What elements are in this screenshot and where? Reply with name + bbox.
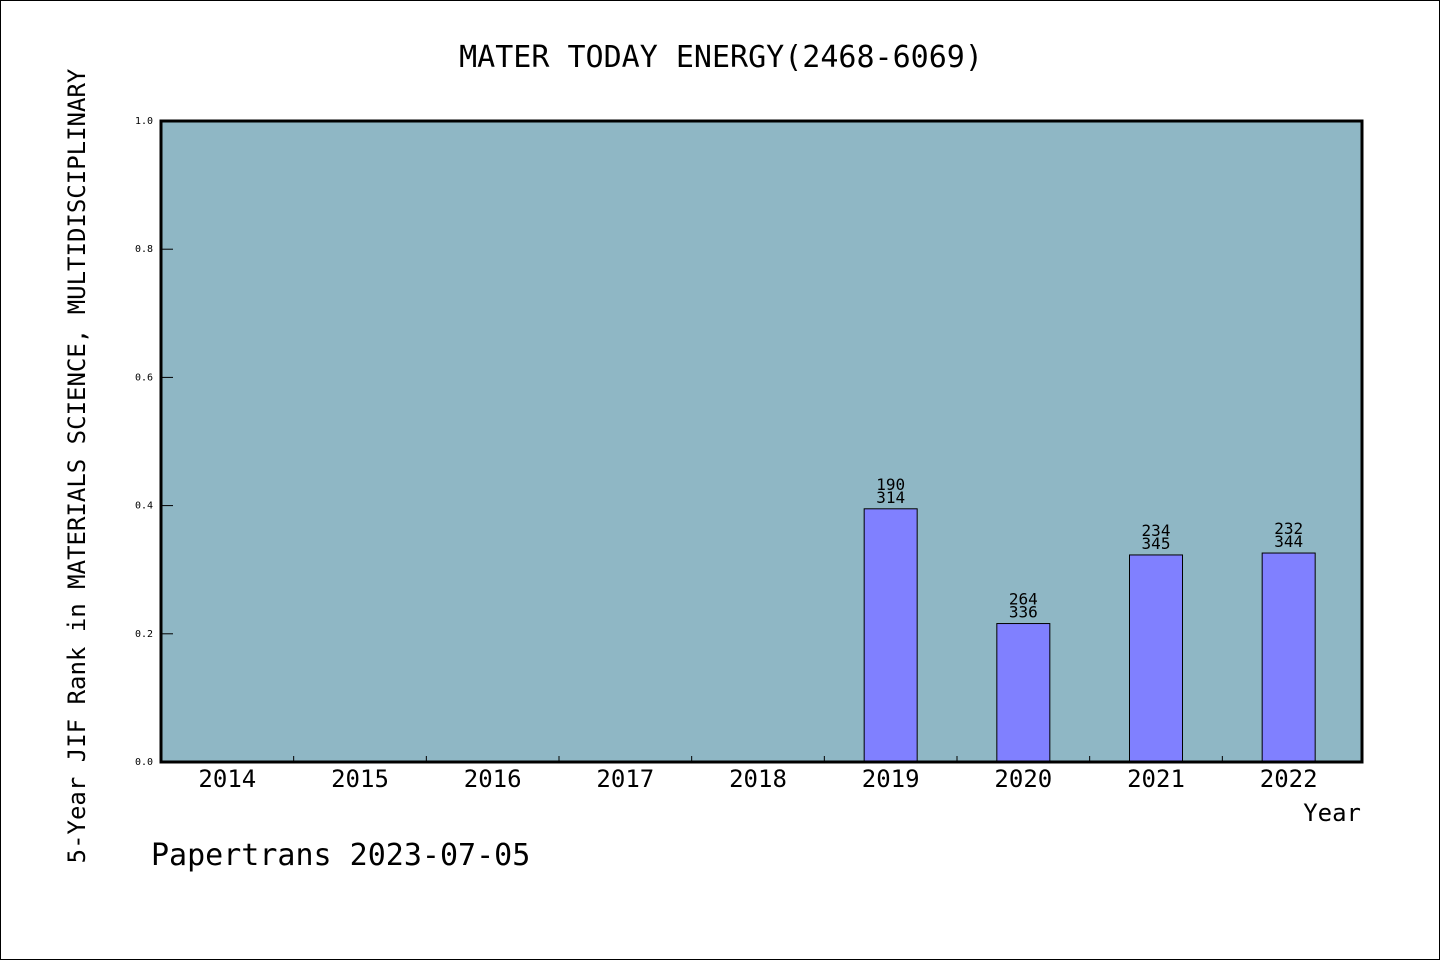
y-tick-label: 0.6	[135, 372, 153, 383]
bar	[1261, 552, 1316, 763]
x-axis-label: Year	[1303, 799, 1361, 827]
bar	[1129, 554, 1183, 763]
x-tick-label: 2014	[198, 765, 256, 793]
chart-title: MATER TODAY ENERGY(2468-6069)	[459, 40, 983, 75]
y-axis-label: 5-Year JIF Rank in MATERIALS SCIENCE, MU…	[63, 68, 91, 863]
y-tick-label: 0.4	[135, 501, 153, 512]
y-tick-label: 0.2	[135, 629, 153, 640]
footer-text: Papertrans 2023-07-05	[151, 838, 530, 873]
x-tick-label: 2016	[464, 765, 522, 793]
bar-label-total: 336	[1009, 603, 1038, 622]
x-tick-label: 2019	[862, 765, 920, 793]
x-tick-label: 2021	[1127, 765, 1185, 793]
x-ticks-group: 2014 2015 2016 2017 2018 2019 2020 2021 2022	[198, 756, 1318, 793]
y-tick-label: 0.8	[135, 244, 153, 255]
x-tick-label: 2017	[596, 765, 654, 793]
x-tick-label: 2020	[994, 765, 1052, 793]
plot-frame	[159, 119, 1364, 764]
x-tick-label: 2022	[1260, 765, 1318, 793]
bar-label-rank: 264	[1009, 590, 1038, 609]
bar-label-rank: 232	[1274, 519, 1303, 538]
bar-label-total: 314	[876, 488, 905, 507]
bar	[863, 508, 918, 763]
x-tick-label: 2018	[729, 765, 787, 793]
y-tick-label: 1.0	[135, 116, 153, 127]
bar-label-rank: 190	[876, 475, 905, 494]
bar-label-total: 344	[1274, 532, 1303, 551]
bar-label-rank: 234	[1142, 521, 1171, 540]
bar	[996, 623, 1051, 763]
y-tick-label: 0.0	[135, 757, 153, 768]
x-tick-label: 2015	[331, 765, 389, 793]
bar-label-total: 345	[1142, 534, 1171, 553]
